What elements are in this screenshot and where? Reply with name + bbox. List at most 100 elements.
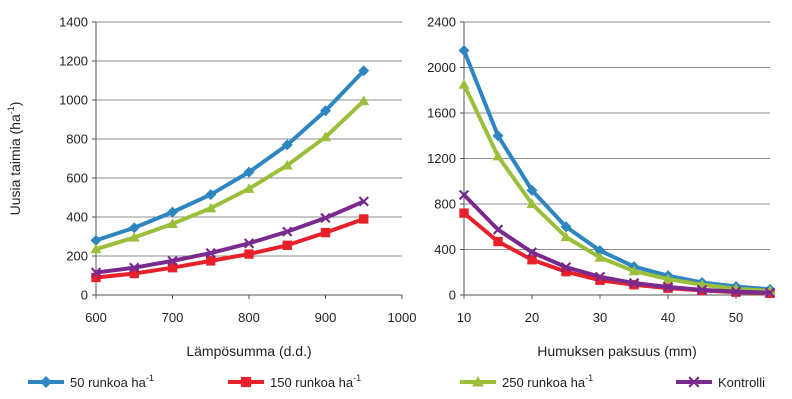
series-line (462, 83, 771, 294)
x-tick-label: 800 (238, 310, 260, 325)
data-point (493, 236, 503, 247)
x-tick-label: 40 (661, 310, 675, 325)
x-axis-title: Humuksen paksuus (mm) (537, 343, 697, 359)
series-line (462, 193, 771, 295)
y-tick-label: 1200 (59, 54, 88, 69)
x-tick-label: 900 (315, 310, 337, 325)
data-point (458, 189, 470, 201)
data-point (320, 105, 331, 117)
data-point (560, 261, 572, 273)
data-point (90, 234, 102, 246)
data-point (167, 263, 178, 273)
x-tick-label: 10 (457, 310, 471, 325)
x-tick-label: 30 (593, 310, 607, 325)
data-point (320, 227, 331, 238)
legend-label: 250 runkoa ha-1 (502, 373, 593, 390)
x-tick-label: 700 (162, 310, 184, 325)
y-tick-label: 400 (66, 210, 88, 225)
data-point (628, 277, 640, 289)
x-tick-label: 1000 (388, 310, 417, 325)
data-point (358, 95, 370, 106)
legend-label: 150 runkoa ha-1 (270, 373, 361, 390)
data-point (764, 287, 776, 298)
data-point (128, 222, 140, 234)
series-line (95, 217, 365, 280)
series-line (95, 69, 366, 243)
legend-label: Kontrolli (718, 375, 765, 390)
y-tick-label: 0 (81, 288, 88, 303)
y-tick-label: 1600 (427, 106, 456, 121)
data-point (205, 247, 216, 259)
data-point (90, 243, 102, 254)
data-point (167, 218, 178, 228)
data-point (206, 256, 216, 266)
data-point (90, 267, 102, 278)
legend: 50 runkoa ha-1 150 runkoa ha-1 250 runkoa … (28, 373, 765, 390)
legend-label: 50 runkoa ha-1 (70, 373, 154, 390)
series-250-runkoa-ha-1 (90, 95, 370, 254)
x-tick-label: 20 (525, 310, 539, 325)
data-point (560, 231, 572, 242)
legend-swatch-marker (40, 376, 52, 388)
y-tick-label: 800 (66, 132, 88, 147)
data-point (561, 267, 571, 277)
y-tick-label: 800 (434, 197, 456, 212)
data-point (492, 130, 504, 142)
y-tick-label: 2400 (427, 15, 456, 30)
data-point (594, 271, 606, 282)
series-line (462, 49, 771, 292)
legend-swatch-marker (240, 376, 252, 388)
data-point (243, 183, 255, 193)
data-point (492, 224, 504, 235)
legend-swatch-marker (688, 376, 700, 388)
y-tick-label: 200 (66, 249, 88, 264)
data-point (243, 166, 255, 178)
data-point (527, 255, 537, 265)
data-point (167, 255, 178, 267)
data-point (458, 79, 470, 89)
data-point (662, 273, 674, 284)
data-point (167, 206, 178, 218)
data-point (662, 281, 674, 293)
data-point (458, 44, 470, 56)
data-point (129, 268, 139, 279)
left-chart: 0 200 400 600 800 1000 1200 1400 600 700 800 900 100… (6, 15, 416, 360)
y-tick-label: 400 (434, 242, 456, 257)
data-point (526, 198, 538, 209)
legend-swatch-marker (472, 376, 484, 387)
data-point (129, 262, 140, 273)
data-point (205, 202, 217, 213)
series-150-runkoa-ha-1 (91, 214, 369, 283)
legend-item: 50 runkoa ha-1 (28, 373, 154, 390)
data-point (358, 65, 370, 77)
data-point (594, 245, 606, 257)
data-point (282, 240, 292, 250)
legend-item: 250 runkoa ha-1 (460, 373, 593, 390)
data-point (128, 231, 140, 242)
data-point (243, 238, 255, 249)
data-point (244, 249, 254, 259)
data-point (91, 272, 101, 283)
series-line (95, 199, 365, 275)
data-point (526, 247, 538, 258)
x-tick-label: 600 (85, 310, 107, 325)
data-point (594, 251, 606, 262)
series-kontrolli (90, 196, 369, 278)
series-50-runkoa-ha-1 (90, 65, 370, 246)
y-tick-label: 1200 (427, 151, 456, 166)
data-point (595, 275, 605, 285)
data-point (696, 284, 708, 296)
right-chart: 0 400 800 1200 1600 2000 2400 10 20 30 40 50 Humukse… (427, 15, 776, 359)
y-tick-label: 0 (449, 288, 456, 303)
data-point (526, 184, 538, 196)
data-point (359, 214, 369, 224)
y-tick-label: 1400 (59, 15, 88, 30)
data-point (281, 159, 293, 170)
series-line (95, 99, 366, 252)
data-point (282, 226, 293, 237)
data-point (281, 139, 293, 151)
y-tick-label: 2000 (427, 60, 456, 75)
y-tick-label: 600 (66, 171, 88, 186)
series-kontrolli (458, 189, 776, 298)
